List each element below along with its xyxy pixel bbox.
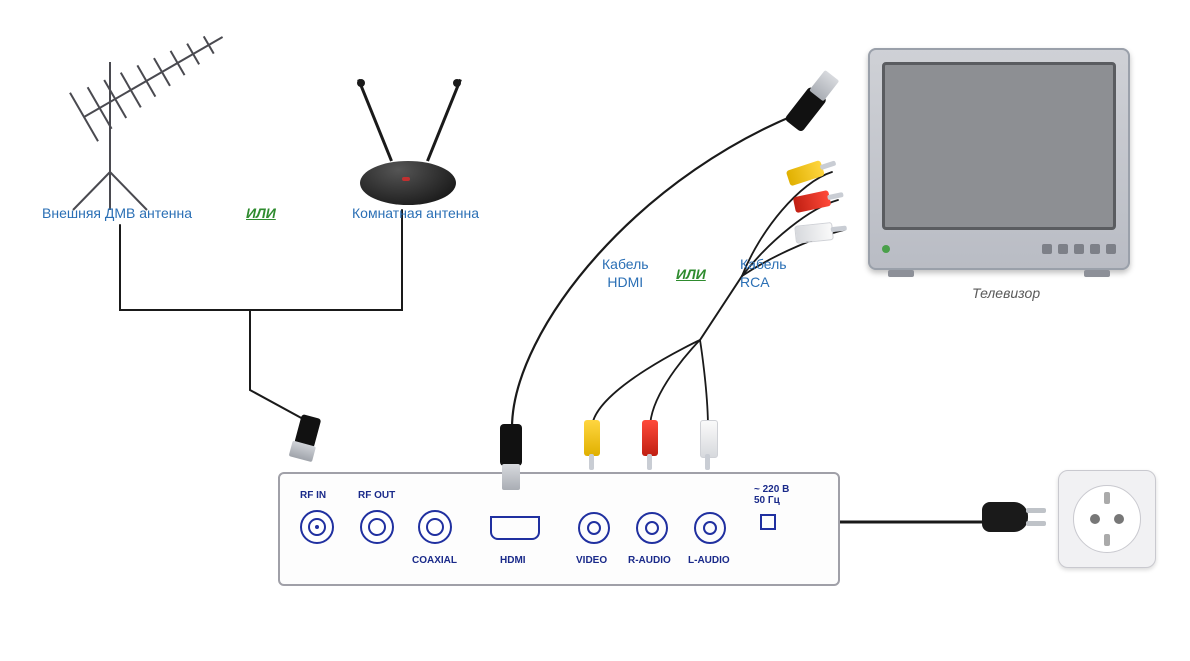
tv-icon [868,48,1130,270]
label-tv: Телевизор [972,285,1040,301]
port-l-audio [694,512,726,544]
port-rf-out [360,510,394,544]
port-label-video: VIDEO [576,555,607,566]
power-outlet-icon [1058,470,1156,568]
port-label-coaxial: COAXIAL [412,555,457,566]
label-outdoor-antenna: Внешняя ДМВ антенна [42,205,192,221]
port-rf-in [300,510,334,544]
port-label-rf-in: RF IN [300,490,326,501]
port-label-power: ~ 220 В 50 Гц [754,484,789,506]
label-or-2: ИЛИ [676,266,706,282]
indoor-antenna-icon [340,95,480,205]
label-rca-cable: Кабель RCA [740,255,787,291]
label-indoor-antenna: Комнатная антенна [352,205,479,221]
outdoor-antenna-icon [25,22,225,227]
diagram-canvas: RF IN RF OUT COAXIAL HDMI VIDEO R-AUDIO … [0,0,1190,661]
port-r-audio [636,512,668,544]
port-coaxial [418,510,452,544]
port-video [578,512,610,544]
port-label-hdmi: HDMI [500,555,526,566]
label-or-1: ИЛИ [246,205,276,221]
port-power [760,514,776,530]
port-hdmi [490,516,540,540]
port-label-r-audio: R-AUDIO [628,555,671,566]
port-label-rf-out: RF OUT [358,490,395,501]
label-hdmi-cable: Кабель HDMI [602,255,649,291]
port-label-l-audio: L-AUDIO [688,555,730,566]
